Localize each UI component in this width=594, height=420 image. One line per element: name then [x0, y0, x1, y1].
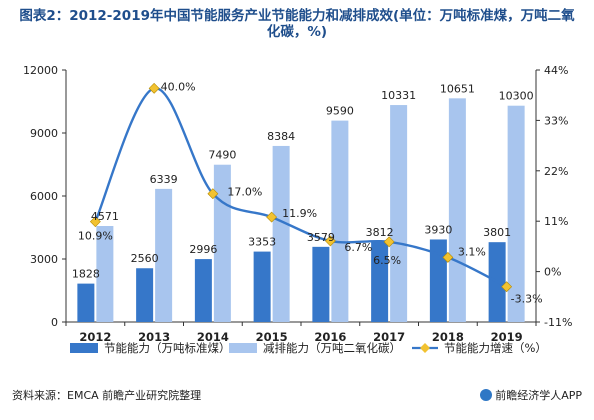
- growth-label: 11.9%: [282, 207, 317, 220]
- bar-emission-reduction: [96, 226, 114, 322]
- bar-energy-saving: [253, 251, 271, 322]
- growth-line: [89, 82, 513, 293]
- bar-emission-reduction: [272, 145, 290, 322]
- bar-emission-reduction-label: 6339: [150, 173, 178, 186]
- growth-marker: [442, 251, 454, 263]
- bar-emission-reduction-label: 10651: [440, 82, 475, 95]
- growth-label: 3.1%: [458, 245, 486, 258]
- growth-marker: [89, 216, 101, 228]
- source-note: 资料来源：EMCA 前瞻产业研究院整理: [12, 389, 202, 402]
- bar-emission-reduction: [155, 188, 173, 322]
- chart-title: 图表2：2012-2019年中国节能服务产业节能能力和减排成效(单位：万吨标准煤…: [19, 8, 575, 40]
- bar-energy-saving: [77, 283, 95, 322]
- bar-emission-reduction: [331, 120, 349, 322]
- y-left-tick-label: 6000: [30, 190, 58, 203]
- y-right-tick-label: -11%: [544, 316, 572, 329]
- growth-label: -3.3%: [511, 293, 543, 306]
- bar-emission-reduction-label: 9590: [326, 105, 354, 118]
- bar-emission-reduction-label: 10331: [381, 89, 416, 102]
- legend-marker-growth: [420, 343, 430, 353]
- growth-marker: [266, 211, 278, 223]
- bar-energy-saving-label: 2560: [131, 252, 159, 265]
- growth-label: 40.0%: [161, 80, 196, 93]
- growth-marker: [383, 236, 395, 248]
- growth-marker: [324, 235, 336, 247]
- bar-energy-saving-label: 3353: [248, 236, 276, 249]
- growth-marker: [148, 82, 160, 94]
- bar-emission-reduction: [390, 105, 408, 322]
- bar-energy-saving-label: 1828: [72, 268, 100, 281]
- x-tick-label: 2017: [373, 330, 405, 344]
- bar-energy-saving: [312, 246, 330, 322]
- axes: 0 3000 6000 9000 12000 -11% 0% 11% 22% 33% 44% 2012…: [23, 64, 572, 344]
- x-tick-label: 2016: [314, 330, 346, 344]
- bar-emission-reduction-label: 7490: [208, 149, 236, 162]
- y-right-tick-label: 22%: [544, 165, 568, 178]
- bar-energy-saving-label: 2996: [189, 243, 217, 256]
- growth-marker: [501, 281, 513, 293]
- bar-emission-reduction-label: 10300: [499, 90, 534, 103]
- bar-emission-reduction-label: 8384: [267, 130, 295, 143]
- y-left-tick-label: 9000: [30, 127, 58, 140]
- x-tick-label: 2012: [79, 330, 111, 344]
- bar-emission-reduction: [448, 98, 466, 322]
- legend-label-energy-saving: 节能能力（万吨标准煤）: [104, 341, 231, 355]
- bar-energy-saving: [371, 241, 389, 322]
- legend-swatch-energy-saving: [70, 343, 98, 353]
- growth-marker: [207, 188, 219, 200]
- bar-energy-saving-label: 3801: [483, 226, 511, 239]
- y-left-tick-label: 3000: [30, 253, 58, 266]
- x-tick-label: 2014: [197, 330, 229, 344]
- brand-text: 前瞻经济学人APP: [495, 389, 582, 402]
- legend-label-emission-reduction: 减排能力（万吨二氧化碳）: [263, 341, 401, 355]
- y-left-tick-label: 12000: [23, 64, 58, 77]
- legend: 节能能力（万吨标准煤） 减排能力（万吨二氧化碳） 节能能力增速（%）: [70, 341, 547, 355]
- y-right-tick-label: 11%: [544, 215, 568, 228]
- bar-emission-reduction-label: 4571: [91, 210, 119, 223]
- bar-energy-saving-label: 3579: [307, 231, 335, 244]
- data-labels: 1828 2560 2996 3353 3579 3812 3930 3801 4571 6339…: [72, 80, 543, 305]
- x-tick-label: 2018: [432, 330, 464, 344]
- bar-energy-saving: [429, 239, 447, 322]
- legend-label-growth: 节能能力增速（%）: [444, 341, 547, 355]
- y-right-tick-label: 0%: [544, 266, 561, 279]
- y-right-tick-label: 33%: [544, 114, 568, 127]
- bars: [77, 98, 525, 322]
- x-tick-label: 2013: [138, 330, 170, 344]
- brand-label: 前瞻经济学人APP: [480, 387, 582, 403]
- growth-label: 6.5%: [373, 254, 401, 267]
- brand-logo-icon: [480, 389, 493, 401]
- bar-energy-saving: [194, 259, 212, 322]
- bar-energy-saving-label: 3930: [424, 223, 452, 236]
- bar-energy-saving-label: 3812: [366, 226, 394, 239]
- y-left-tick-label: 0: [51, 316, 58, 329]
- bar-emission-reduction: [507, 105, 525, 322]
- growth-label: 10.9%: [78, 230, 113, 243]
- bar-energy-saving: [136, 268, 154, 322]
- y-right-tick-label: 44%: [544, 64, 568, 77]
- x-tick-label: 2019: [491, 330, 523, 344]
- legend-swatch-emission-reduction: [229, 343, 257, 353]
- growth-label: 17.0%: [227, 186, 262, 199]
- growth-label: 6.7%: [344, 241, 372, 254]
- x-tick-label: 2015: [256, 330, 288, 344]
